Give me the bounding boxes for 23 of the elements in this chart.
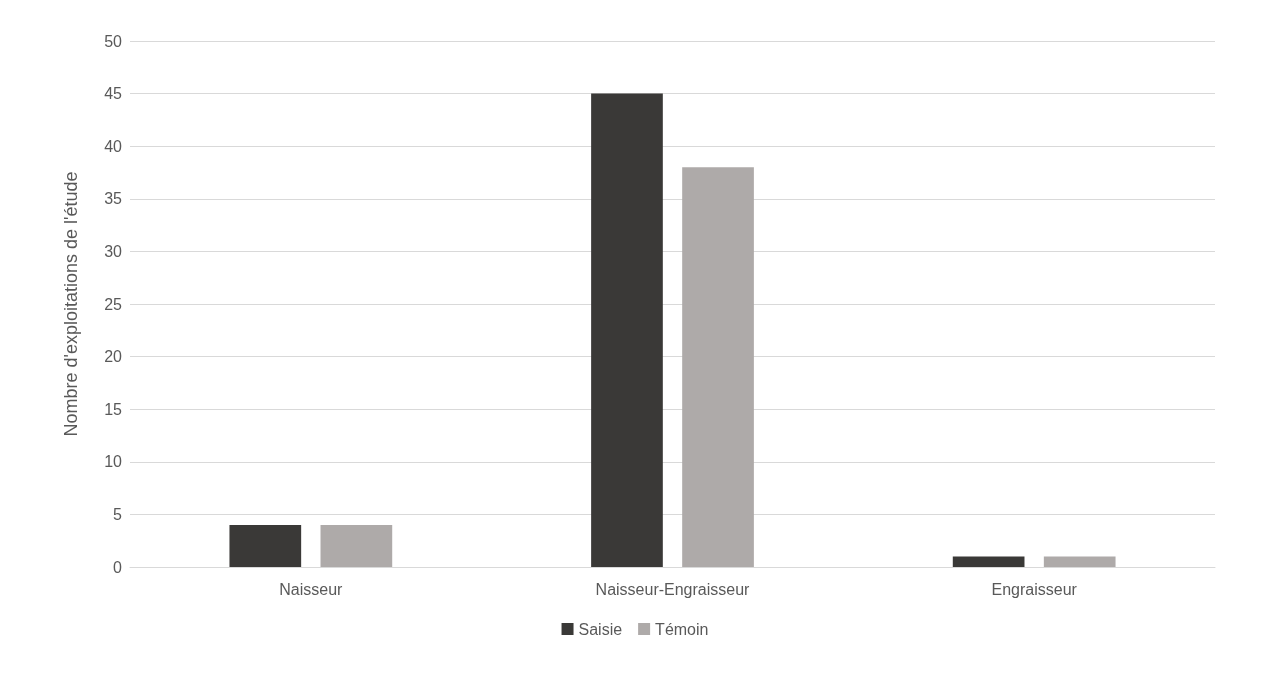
bar <box>952 556 1025 567</box>
y-tick-label: 40 <box>104 137 123 155</box>
legend-label: Saisie <box>578 620 623 638</box>
x-tick-label: Naisseur <box>279 580 344 598</box>
legend-label: Témoin <box>655 620 709 638</box>
y-tick-label: 45 <box>104 85 123 103</box>
x-tick-label: Engraisseur <box>991 580 1078 598</box>
x-tick-label: Naisseur-Engraisseur <box>595 580 751 598</box>
y-tick-label: 0 <box>113 558 123 576</box>
y-tick-label: 50 <box>104 32 123 50</box>
y-tick-label: 20 <box>104 348 123 366</box>
y-tick-label: 35 <box>104 190 123 208</box>
y-tick-label: 5 <box>113 505 123 523</box>
bar <box>682 167 754 567</box>
y-tick-label: 15 <box>104 400 123 418</box>
bar <box>229 524 302 567</box>
y-tick-label: 10 <box>104 453 123 471</box>
bar <box>591 93 663 567</box>
y-tick-label: 25 <box>104 295 123 313</box>
y-tick-label: 30 <box>104 242 123 260</box>
bar <box>1043 556 1116 567</box>
y-axis-title: Nombre d'exploitations de l'étude <box>61 171 81 437</box>
bar <box>320 524 393 567</box>
